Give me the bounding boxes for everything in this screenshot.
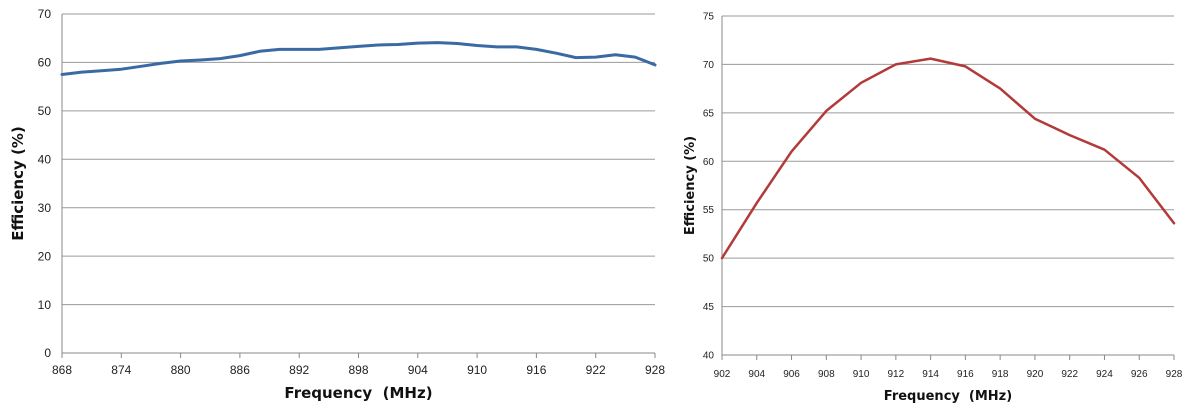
y-tick-label: 40 [703,351,715,362]
x-tick-label: 892 [289,363,309,377]
x-tick-label: 898 [348,363,368,377]
x-tick-label: 928 [645,363,665,377]
x-tick-label: 868 [52,363,72,377]
x-tick-label: 922 [1061,369,1078,380]
x-tick-label: 880 [171,363,191,377]
x-tick-label: 928 [1166,369,1183,380]
y-tick-label: 0 [44,346,51,360]
x-tick-label: 920 [1027,369,1044,380]
y-tick-label: 40 [38,152,52,166]
x-axis-title: Frequency (MHz) [284,384,432,402]
y-tick-label: 60 [38,56,52,70]
x-tick-label: 886 [230,363,250,377]
x-tick-label: 914 [922,369,939,380]
y-tick-label: 70 [38,7,52,21]
x-tick-label: 922 [586,363,606,377]
x-tick-label: 906 [783,369,800,380]
x-tick-label: 926 [1131,369,1148,380]
x-tick-label: 902 [714,369,731,380]
series-line-0 [60,41,657,76]
y-tick-label: 30 [38,201,52,215]
left-efficiency-chart: 0 10 20 30 40 50 60 70 868 874 880 886 892 898 904 910 9… [9,7,665,402]
y-tick-label: 70 [703,60,715,71]
y-tick-label: 60 [703,157,715,168]
x-tick-label: 916 [526,363,546,377]
y-tick-label: 45 [703,302,715,313]
series-line-0 [720,57,1176,260]
y-tick-label: 50 [703,254,715,265]
x-tick-label: 924 [1096,369,1113,380]
y-tick-label: 10 [38,298,52,312]
x-tick-label: 912 [888,369,905,380]
x-tick-label: 918 [992,369,1009,380]
y-axis-title: Efficiency (%) [9,126,27,241]
y-tick-label: 65 [703,108,715,119]
x-tick-label: 910 [853,369,870,380]
x-tick-label: 916 [957,369,974,380]
y-tick-label: 50 [38,104,52,118]
y-tick-label: 55 [703,205,715,216]
x-tick-label: 908 [818,369,835,380]
y-tick-label: 75 [703,12,715,23]
right-efficiency-chart: 40 45 50 55 60 65 70 75 902 904 906 908 910 912 914 916… [683,12,1183,405]
x-tick-label: 904 [748,369,765,380]
y-tick-label: 20 [38,249,52,263]
x-tick-label: 910 [467,363,487,377]
x-tick-label: 874 [111,363,131,377]
x-axis-title: Frequency (MHz) [884,389,1012,404]
y-axis-title: Efficiency (%) [683,136,698,235]
x-tick-label: 904 [408,363,428,377]
